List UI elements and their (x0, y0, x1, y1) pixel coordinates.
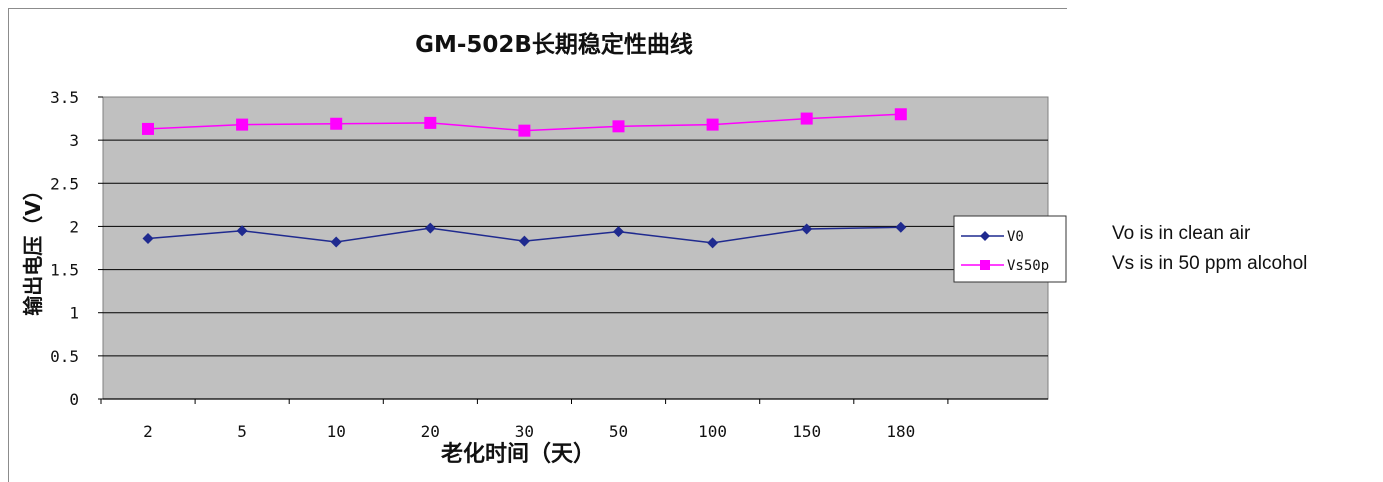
data-point-v0 (801, 223, 813, 235)
x-tick-label: 20 (421, 422, 440, 441)
data-point-vs50p (424, 116, 437, 129)
data-point-vs50p (236, 118, 249, 131)
data-point-v0 (236, 225, 248, 237)
y-tick-label: 1.5 (50, 261, 79, 280)
data-point-v0 (707, 237, 719, 249)
data-point-vs50p (706, 118, 719, 131)
x-tick-label: 50 (609, 422, 628, 441)
data-point-vs50p (612, 120, 625, 133)
note-alcohol: Vs is in 50 ppm alcohol (1112, 253, 1308, 274)
x-tick-label: 10 (327, 422, 346, 441)
data-point-v0 (424, 222, 436, 234)
data-point-v0 (613, 226, 624, 238)
x-tick-label: 30 (515, 422, 534, 441)
y-tick-labels: 0 0.5 1 1.5 2 2.5 3 3.5 (50, 88, 79, 409)
legend-vs50p-label: Vs50p (1007, 258, 1049, 274)
chart-frame (8, 8, 1067, 482)
x-tick-label: 150 (792, 422, 821, 441)
y-tick-label: 1 (69, 304, 79, 323)
y-tick-label: 0.5 (50, 347, 79, 366)
x-tick-label: 2 (143, 422, 153, 441)
data-point-vs50p (330, 117, 343, 130)
x-tick-labels: 2 5 10 20 30 50 100 150 180 (143, 422, 915, 441)
y-tick-label: 0 (69, 390, 79, 409)
chart: GM-502B长期稳定性曲线 0 0.5 1 1.5 2 2.5 3 3.5 2 5 10 20 30… (21, 31, 1067, 467)
x-tick-label: 180 (886, 422, 915, 441)
y-tick-label: 3 (69, 131, 79, 150)
legend: V0 Vs50p (953, 215, 1067, 283)
y-tick-label: 2 (69, 217, 79, 236)
legend-box (953, 215, 1067, 283)
data-point-v0 (518, 235, 530, 247)
x-tick-label: 5 (237, 422, 247, 441)
legend-v0-marker (980, 231, 990, 241)
gridlines (98, 96, 1048, 404)
legend-vs50p-marker (980, 260, 990, 270)
y-tick-label: 3.5 (50, 88, 79, 107)
data-point-vs50p (518, 124, 531, 137)
legend-v0-label: V0 (1007, 229, 1024, 245)
data-point-vs50p (894, 108, 907, 121)
y-tick-label: 2.5 (50, 174, 79, 193)
data-point-v0 (895, 221, 907, 233)
plot-area (102, 96, 1049, 400)
chart-title: GM-502B长期稳定性曲线 (415, 31, 693, 58)
data-point-vs50p (142, 122, 154, 135)
data-point-vs50p (800, 112, 813, 125)
data-point-v0 (330, 236, 342, 248)
note-clean-air: Vo is in clean air (1112, 223, 1251, 244)
series-layer (142, 108, 907, 249)
x-tick-label: 100 (698, 422, 727, 441)
x-axis-label: 老化时间（天） (440, 441, 595, 467)
y-axis-label: 输出电压（V） (21, 180, 45, 315)
data-point-v0 (142, 233, 154, 245)
